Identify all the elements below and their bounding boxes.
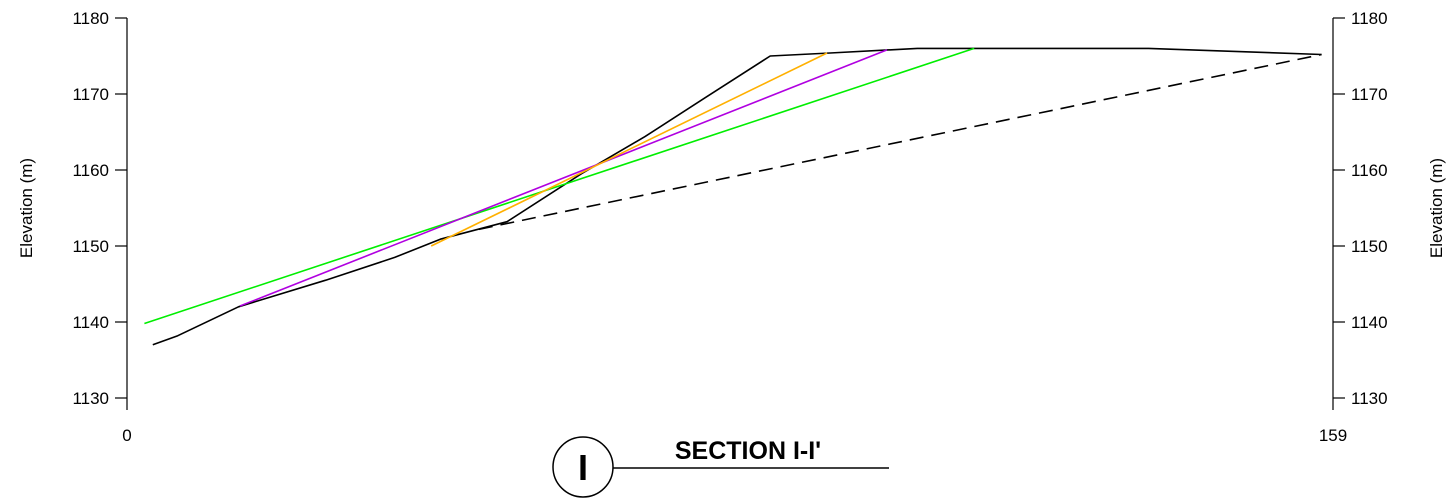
y-tick-label-left: 1170 — [72, 85, 109, 104]
series-layer — [144, 47, 1322, 346]
y-axis-label-left: Elevation (m) — [17, 158, 36, 258]
y-tick-label-right: 1180 — [1351, 9, 1388, 28]
y-tick-label-left: 1130 — [72, 389, 109, 408]
y-tick-label-left: 1180 — [72, 9, 109, 28]
y-tick-label-left: 1150 — [72, 237, 109, 256]
x-tick-label: 0 — [122, 426, 131, 445]
y-tick-label-right: 1170 — [1351, 85, 1388, 104]
y-tick-label-right: 1150 — [1351, 237, 1388, 256]
y-tick-label-left: 1160 — [72, 161, 109, 180]
series-line-2 — [144, 47, 975, 325]
series-line-1 — [478, 53, 1322, 231]
series-line-0 — [152, 47, 1322, 346]
y-tick-label-right: 1130 — [1351, 389, 1388, 408]
y-axis-label-right: Elevation (m) — [1427, 158, 1446, 258]
series-line-3 — [239, 49, 888, 307]
axes — [115, 17, 1345, 410]
section-marker-circle — [552, 436, 614, 498]
y-tick-label-right: 1140 — [1351, 313, 1388, 332]
section-header: I SECTION I-I' — [552, 436, 889, 498]
y-tick-label-left: 1140 — [72, 313, 109, 332]
y-tick-label-right: 1160 — [1351, 161, 1388, 180]
tick-labels: 1130 1130 1140 1140 1150 1150 1160 1160 1170 1170… — [72, 9, 1387, 445]
x-tick-label: 159 — [1319, 426, 1347, 445]
series-line-4 — [430, 52, 828, 247]
chart-title: SECTION I-I' — [675, 437, 821, 465]
section-marker-letter: I — [578, 447, 588, 488]
